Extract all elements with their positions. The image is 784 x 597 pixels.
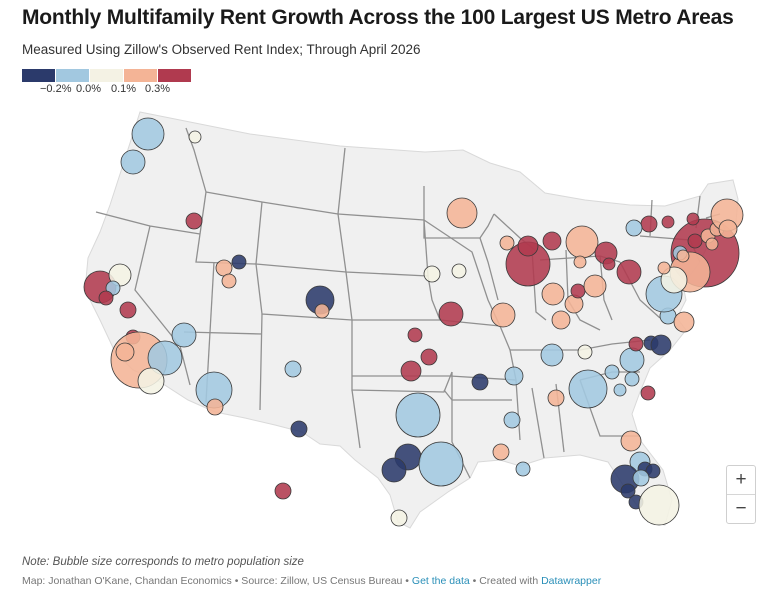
metro-bubble[interactable] bbox=[221, 273, 237, 289]
zoom-divider bbox=[727, 494, 755, 495]
legend-swatch-4 bbox=[124, 69, 157, 82]
metro-bubble[interactable] bbox=[673, 311, 695, 333]
legend-swatch-2 bbox=[56, 69, 89, 82]
legend-swatch-3 bbox=[90, 69, 123, 82]
metro-bubble[interactable] bbox=[490, 302, 516, 328]
metro-bubble[interactable] bbox=[632, 469, 650, 487]
metro-bubble[interactable] bbox=[206, 398, 224, 416]
datawrapper-link[interactable]: Datawrapper bbox=[541, 575, 602, 587]
metro-bubble[interactable] bbox=[147, 340, 183, 376]
metro-bubble[interactable] bbox=[620, 430, 642, 452]
metro-bubble[interactable] bbox=[131, 117, 165, 151]
metro-bubble[interactable] bbox=[290, 420, 308, 438]
metro-bubble[interactable] bbox=[645, 463, 661, 479]
metro-bubble[interactable] bbox=[628, 336, 644, 352]
metro-bubble[interactable] bbox=[515, 461, 531, 477]
metro-bubble[interactable] bbox=[423, 265, 441, 283]
metro-bubble[interactable] bbox=[661, 215, 675, 229]
chart-title: Monthly Multifamily Rent Growth Across t… bbox=[22, 6, 734, 29]
metro-bubble[interactable] bbox=[568, 369, 608, 409]
metro-bubble[interactable] bbox=[420, 348, 438, 366]
metro-bubble[interactable] bbox=[602, 257, 616, 271]
metro-bubble[interactable] bbox=[570, 283, 586, 299]
metro-bubble[interactable] bbox=[565, 225, 599, 259]
get-the-data-link[interactable]: Get the data bbox=[411, 575, 470, 587]
metro-bubble[interactable] bbox=[171, 322, 197, 348]
metro-bubble[interactable] bbox=[381, 457, 407, 483]
chart-subtitle: Measured Using Zillow's Observed Rent In… bbox=[22, 42, 421, 57]
metro-bubble[interactable] bbox=[446, 197, 478, 229]
metro-bubble[interactable] bbox=[573, 255, 587, 269]
metro-bubble[interactable] bbox=[625, 219, 643, 237]
metro-bubble[interactable] bbox=[185, 212, 203, 230]
color-legend: −0.2% 0.0% 0.1% 0.3% bbox=[22, 69, 202, 97]
metro-bubble[interactable] bbox=[499, 235, 515, 251]
metro-bubble[interactable] bbox=[504, 366, 524, 386]
metro-bubble[interactable] bbox=[400, 360, 422, 382]
legend-swatch-1 bbox=[22, 69, 55, 82]
us-map[interactable] bbox=[0, 96, 784, 546]
legend-swatch-5 bbox=[158, 69, 191, 82]
metro-bubble[interactable] bbox=[650, 334, 672, 356]
zoom-controls[interactable]: + − bbox=[726, 465, 756, 524]
legend-label-3: 0.1% bbox=[111, 83, 137, 95]
metro-bubble[interactable] bbox=[120, 149, 146, 175]
metro-bubble[interactable] bbox=[638, 484, 680, 526]
metro-bubble[interactable] bbox=[583, 274, 607, 298]
metro-bubble[interactable] bbox=[616, 259, 642, 285]
metro-bubble[interactable] bbox=[676, 249, 690, 263]
metro-bubble[interactable] bbox=[640, 215, 658, 233]
metro-bubble[interactable] bbox=[577, 344, 593, 360]
metro-bubble[interactable] bbox=[718, 219, 738, 239]
zoom-out-button[interactable]: − bbox=[735, 498, 747, 519]
metro-bubble[interactable] bbox=[613, 383, 627, 397]
metro-bubble[interactable] bbox=[314, 303, 330, 319]
metro-bubble[interactable] bbox=[395, 392, 441, 438]
legend-label-2: 0.0% bbox=[76, 83, 102, 95]
metro-bubble[interactable] bbox=[657, 261, 671, 275]
metro-bubble[interactable] bbox=[640, 385, 656, 401]
metro-bubble[interactable] bbox=[686, 212, 700, 226]
legend-label-4: 0.3% bbox=[145, 83, 171, 95]
metro-bubble[interactable] bbox=[542, 231, 562, 251]
metro-bubble[interactable] bbox=[119, 301, 137, 319]
metro-bubble[interactable] bbox=[390, 509, 408, 527]
credits-separator: • Created with bbox=[469, 575, 542, 587]
metro-bubble[interactable] bbox=[517, 235, 539, 257]
metro-bubble[interactable] bbox=[471, 373, 489, 391]
credits-line: Map: Jonathan O'Kane, Chandan Economics … bbox=[22, 575, 601, 587]
metro-bubbles[interactable] bbox=[83, 117, 744, 527]
metro-bubble[interactable] bbox=[137, 367, 165, 395]
metro-bubble[interactable] bbox=[438, 301, 464, 327]
metro-bubble[interactable] bbox=[541, 282, 565, 306]
metro-bubble[interactable] bbox=[547, 389, 565, 407]
metro-bubble[interactable] bbox=[284, 360, 302, 378]
metro-bubble[interactable] bbox=[451, 263, 467, 279]
metro-bubble[interactable] bbox=[705, 237, 719, 251]
metro-bubble[interactable] bbox=[407, 327, 423, 343]
metro-bubble[interactable] bbox=[660, 266, 688, 294]
metro-bubble[interactable] bbox=[551, 310, 571, 330]
metro-bubble[interactable] bbox=[215, 259, 233, 277]
metro-bubble[interactable] bbox=[604, 364, 620, 380]
credits-text: Map: Jonathan O'Kane, Chandan Economics … bbox=[22, 575, 412, 587]
metro-bubble[interactable] bbox=[624, 371, 640, 387]
zoom-in-button[interactable]: + bbox=[735, 469, 747, 490]
metro-bubble[interactable] bbox=[115, 342, 135, 362]
metro-bubble[interactable] bbox=[503, 411, 521, 429]
metro-bubble[interactable] bbox=[98, 290, 114, 306]
metro-bubble[interactable] bbox=[188, 130, 202, 144]
metro-bubble[interactable] bbox=[619, 347, 645, 373]
metro-bubble[interactable] bbox=[231, 254, 247, 270]
metro-bubble[interactable] bbox=[418, 441, 464, 487]
legend-color-bar bbox=[22, 69, 202, 82]
metro-bubble[interactable] bbox=[620, 483, 636, 499]
legend-label-1: −0.2% bbox=[40, 83, 72, 95]
metro-bubble[interactable] bbox=[274, 482, 292, 500]
metro-bubble[interactable] bbox=[492, 443, 510, 461]
metro-bubble[interactable] bbox=[687, 233, 703, 249]
metro-bubble[interactable] bbox=[540, 343, 564, 367]
footnote: Note: Bubble size corresponds to metro p… bbox=[22, 556, 304, 568]
